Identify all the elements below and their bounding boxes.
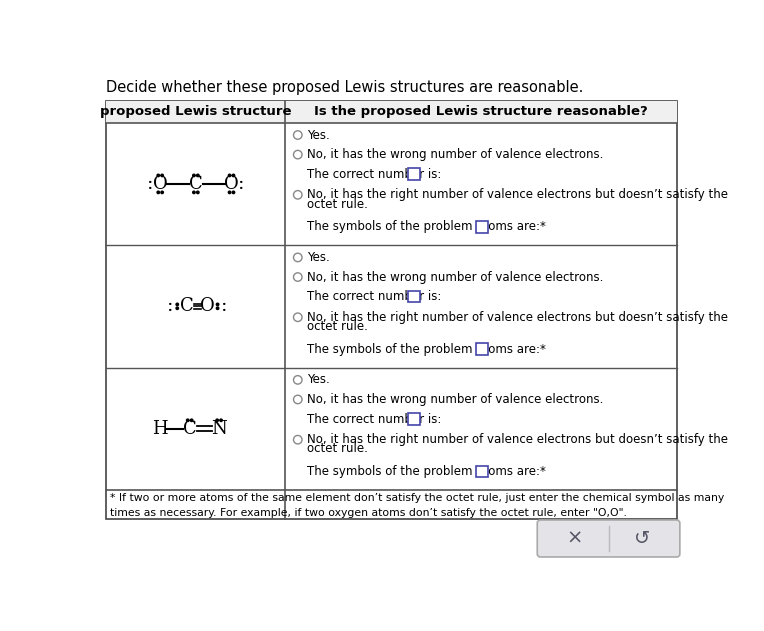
- Text: Yes.: Yes.: [307, 129, 330, 141]
- Circle shape: [157, 174, 160, 177]
- Bar: [476, 343, 488, 355]
- Text: No, it has the wrong number of valence electrons.: No, it has the wrong number of valence e…: [307, 393, 604, 406]
- Text: :: :: [147, 175, 154, 193]
- Circle shape: [196, 174, 199, 177]
- Circle shape: [196, 191, 199, 194]
- Text: No, it has the right number of valence electrons but doesn’t satisfy the: No, it has the right number of valence e…: [307, 433, 728, 446]
- Circle shape: [161, 191, 163, 194]
- Text: O: O: [153, 175, 167, 193]
- Circle shape: [193, 174, 195, 177]
- Circle shape: [232, 174, 235, 177]
- Circle shape: [232, 191, 235, 194]
- Bar: [408, 168, 420, 180]
- FancyBboxPatch shape: [537, 520, 680, 557]
- Text: No, it has the right number of valence electrons but doesn’t satisfy the: No, it has the right number of valence e…: [307, 310, 728, 324]
- Text: Decide whether these proposed Lewis structures are reasonable.: Decide whether these proposed Lewis stru…: [106, 80, 584, 95]
- Text: octet rule.: octet rule.: [307, 442, 368, 456]
- Text: octet rule.: octet rule.: [307, 198, 368, 211]
- Text: O: O: [224, 175, 239, 193]
- Text: Yes.: Yes.: [307, 374, 330, 386]
- Circle shape: [176, 303, 179, 305]
- Bar: [408, 291, 420, 302]
- Bar: [106, 101, 677, 122]
- Text: The symbols of the problem atoms are:*: The symbols of the problem atoms are:*: [307, 220, 546, 233]
- Bar: [408, 413, 420, 425]
- Text: ×: ×: [566, 529, 583, 548]
- Circle shape: [190, 419, 193, 422]
- Bar: [476, 221, 488, 233]
- Circle shape: [161, 174, 163, 177]
- Text: The correct number is:: The correct number is:: [307, 290, 442, 303]
- Text: O: O: [200, 297, 215, 316]
- Text: :: :: [238, 175, 244, 193]
- Text: No, it has the right number of valence electrons but doesn’t satisfy the: No, it has the right number of valence e…: [307, 188, 728, 201]
- Text: proposed Lewis structure: proposed Lewis structure: [100, 105, 292, 119]
- Circle shape: [216, 307, 219, 309]
- Text: Is the proposed Lewis structure reasonable?: Is the proposed Lewis structure reasonab…: [314, 105, 648, 119]
- Circle shape: [220, 419, 222, 422]
- Text: Yes.: Yes.: [307, 251, 330, 264]
- Text: C: C: [189, 175, 202, 193]
- Text: The correct number is:: The correct number is:: [307, 168, 442, 180]
- Text: octet rule.: octet rule.: [307, 320, 368, 333]
- Text: C: C: [183, 420, 196, 438]
- Text: The correct number is:: The correct number is:: [307, 413, 442, 425]
- Circle shape: [193, 191, 195, 194]
- Text: H: H: [152, 420, 168, 438]
- Text: C: C: [180, 297, 194, 316]
- Text: No, it has the wrong number of valence electrons.: No, it has the wrong number of valence e…: [307, 148, 604, 161]
- Text: :: :: [222, 297, 228, 316]
- Circle shape: [228, 174, 231, 177]
- Text: The symbols of the problem atoms are:*: The symbols of the problem atoms are:*: [307, 343, 546, 356]
- Text: The symbols of the problem atoms are:*: The symbols of the problem atoms are:*: [307, 465, 546, 478]
- Circle shape: [216, 419, 219, 422]
- Text: No, it has the wrong number of valence electrons.: No, it has the wrong number of valence e…: [307, 271, 604, 283]
- Text: N: N: [211, 420, 227, 438]
- Circle shape: [176, 307, 179, 309]
- Circle shape: [157, 191, 160, 194]
- Text: * If two or more atoms of the same element don’t satisfy the octet rule, just en: * If two or more atoms of the same eleme…: [110, 493, 724, 518]
- Bar: [106, 101, 677, 519]
- Text: ↺: ↺: [634, 529, 651, 548]
- Circle shape: [216, 303, 219, 305]
- Bar: [476, 466, 488, 478]
- Circle shape: [186, 419, 189, 422]
- Circle shape: [228, 191, 231, 194]
- Text: :: :: [167, 297, 173, 316]
